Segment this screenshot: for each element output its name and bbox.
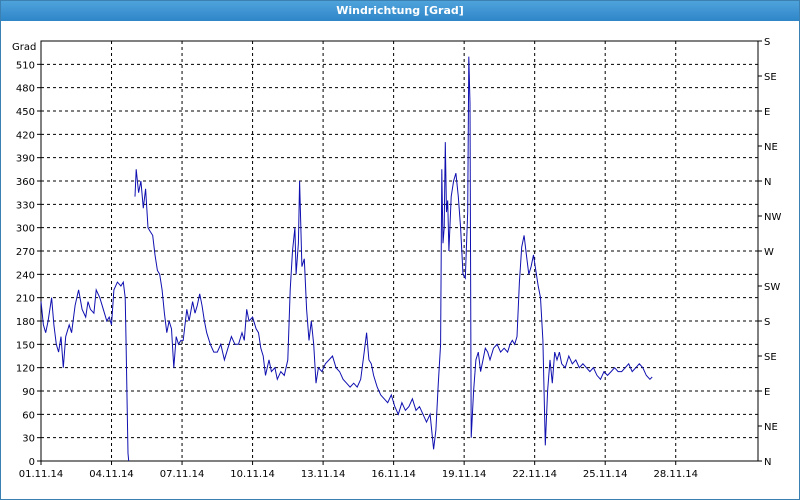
x-tick-label: 13.11.14 (301, 469, 346, 480)
y-tick-label: 240 (16, 270, 35, 281)
y-tick-label: 90 (22, 387, 35, 398)
y-tick-label: 270 (16, 247, 35, 258)
y-tick-label: 480 (16, 84, 35, 95)
window-title: Windrichtung [Grad] (1, 1, 799, 21)
grid (41, 41, 758, 461)
x-tick-label: 16.11.14 (371, 469, 416, 480)
y-right-tick-label: E (764, 107, 770, 118)
y-tick-label: 510 (16, 60, 35, 71)
x-axis: 01.11.14 04.11.14 07.11.14 10.11.14 13.11.14… (19, 461, 698, 480)
y-tick-label: 150 (16, 340, 35, 351)
y-tick-label: 300 (16, 224, 35, 235)
y-tick-label: 180 (16, 317, 35, 328)
y-right-tick-label: N (764, 457, 771, 468)
y-right-tick-label: NW (764, 212, 781, 223)
y-tick-label: 450 (16, 107, 35, 118)
y-right-tick-label: SE (764, 352, 777, 363)
x-tick-label: 04.11.14 (89, 469, 134, 480)
y-right-tick-label: NE (764, 422, 778, 433)
y-right-tick-label: S (764, 37, 770, 48)
y-tick-label: 210 (16, 294, 35, 305)
y-tick-label: 420 (16, 130, 35, 141)
x-tick-label: 28.11.14 (653, 469, 698, 480)
x-tick-label: 10.11.14 (230, 469, 275, 480)
y-tick-label: 390 (16, 154, 35, 165)
y-axis-label: Grad (12, 42, 36, 53)
y-right-tick-label: NE (764, 142, 778, 153)
y-tick-label: 360 (16, 177, 35, 188)
x-tick-label: 07.11.14 (160, 469, 205, 480)
x-tick-label: 19.11.14 (442, 469, 487, 480)
x-tick-label: 01.11.14 (19, 469, 64, 480)
y-right-tick-label: W (764, 247, 774, 258)
y-tick-label: 30 (22, 434, 35, 445)
y-axis-left: 0 30 60 90 120 150 180 210 240 270 300 330 360 390 420… (16, 60, 41, 468)
x-tick-label: 25.11.14 (583, 469, 628, 480)
y-tick-label: 60 (22, 410, 35, 421)
series-line-windrichtung (40, 56, 653, 462)
plot-area (40, 40, 759, 462)
y-axis-right: N NE E SE S SW W NW N NE E SE S (758, 37, 781, 468)
y-tick-label: 120 (16, 364, 35, 375)
y-right-tick-label: SE (764, 72, 777, 83)
y-tick-label: 0 (29, 457, 35, 468)
y-right-tick-label: N (764, 177, 771, 188)
y-tick-label: 330 (16, 200, 35, 211)
y-right-tick-label: SW (764, 282, 780, 293)
y-right-tick-label: E (764, 387, 770, 398)
y-right-tick-label: S (764, 317, 770, 328)
x-tick-label: 22.11.14 (512, 469, 557, 480)
